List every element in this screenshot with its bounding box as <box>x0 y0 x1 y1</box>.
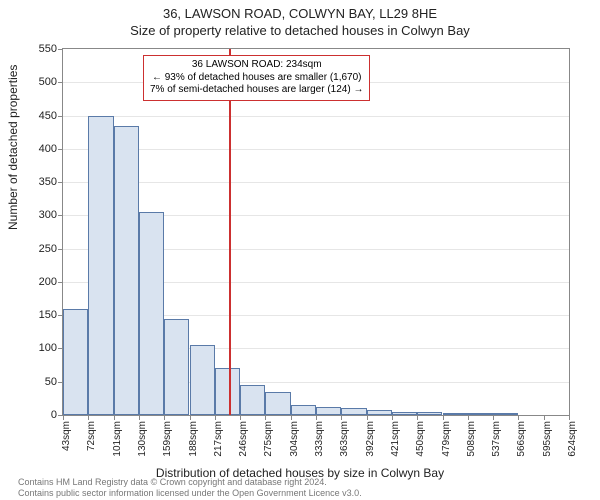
xtick-mark <box>215 415 216 420</box>
ytick-label: 250 <box>39 243 63 255</box>
xtick-label: 450sqm <box>415 421 426 457</box>
xtick-mark <box>392 415 393 420</box>
ytick-label: 500 <box>39 76 63 88</box>
xtick-label: 595sqm <box>542 421 553 457</box>
info-box-line: 36 LAWSON ROAD: 234sqm <box>150 59 363 72</box>
chart-title-address: 36, LAWSON ROAD, COLWYN BAY, LL29 8HE <box>0 0 600 23</box>
xtick-mark <box>88 415 89 420</box>
xtick-label: 101sqm <box>112 421 123 457</box>
xtick-mark <box>240 415 241 420</box>
xtick-label: 392sqm <box>365 421 376 457</box>
histogram-bar <box>493 413 518 415</box>
xtick-label: 333sqm <box>314 421 325 457</box>
histogram-bar <box>341 408 366 415</box>
histogram-bar <box>367 410 392 415</box>
xtick-label: 188sqm <box>188 421 199 457</box>
xtick-label: 304sqm <box>289 421 300 457</box>
chart-container: 36, LAWSON ROAD, COLWYN BAY, LL29 8HE Si… <box>0 0 600 500</box>
xtick-label: 130sqm <box>137 421 148 457</box>
xtick-mark <box>190 415 191 420</box>
xtick-mark <box>265 415 266 420</box>
xtick-label: 624sqm <box>567 421 578 457</box>
xtick-mark <box>114 415 115 420</box>
histogram-bar <box>443 413 468 415</box>
ytick-label: 300 <box>39 209 63 221</box>
histogram-bar <box>63 309 88 415</box>
xtick-mark <box>518 415 519 420</box>
xtick-mark <box>493 415 494 420</box>
histogram-bar <box>291 405 316 415</box>
ytick-label: 200 <box>39 276 63 288</box>
xtick-label: 159sqm <box>162 421 173 457</box>
xtick-label: 566sqm <box>516 421 527 457</box>
ytick-label: 0 <box>51 409 63 421</box>
ytick-label: 400 <box>39 143 63 155</box>
xtick-label: 421sqm <box>390 421 401 457</box>
ytick-label: 150 <box>39 309 63 321</box>
footer-line-2: Contains public sector information licen… <box>18 488 362 498</box>
histogram-bar <box>114 126 139 415</box>
xtick-mark <box>139 415 140 420</box>
histogram-bar <box>468 413 493 415</box>
xtick-mark <box>367 415 368 420</box>
chart-footer: Contains HM Land Registry data © Crown c… <box>18 477 362 498</box>
xtick-mark <box>417 415 418 420</box>
xtick-label: 275sqm <box>263 421 274 457</box>
histogram-bar <box>240 385 265 415</box>
xtick-label: 217sqm <box>213 421 224 457</box>
xtick-mark <box>569 415 570 420</box>
reference-line <box>229 49 231 415</box>
histogram-bar <box>190 345 215 415</box>
xtick-label: 363sqm <box>339 421 350 457</box>
chart-plot-area: 05010015020025030035040045050055043sqm72… <box>62 48 570 416</box>
grid-line <box>63 182 569 183</box>
ytick-label: 100 <box>39 342 63 354</box>
grid-line <box>63 116 569 117</box>
xtick-mark <box>443 415 444 420</box>
xtick-mark <box>468 415 469 420</box>
xtick-mark <box>544 415 545 420</box>
histogram-bar <box>417 412 442 415</box>
histogram-bar <box>392 412 417 415</box>
xtick-label: 43sqm <box>61 421 72 451</box>
xtick-mark <box>63 415 64 420</box>
ytick-label: 350 <box>39 176 63 188</box>
xtick-label: 72sqm <box>86 421 97 451</box>
info-box-line: 7% of semi-detached houses are larger (1… <box>150 84 363 97</box>
y-axis-label: Number of detached properties <box>6 65 20 230</box>
xtick-label: 479sqm <box>441 421 452 457</box>
ytick-label: 450 <box>39 110 63 122</box>
ytick-label: 550 <box>39 43 63 55</box>
xtick-mark <box>164 415 165 420</box>
ytick-label: 50 <box>45 376 63 388</box>
xtick-label: 537sqm <box>491 421 502 457</box>
histogram-bar <box>316 407 341 415</box>
xtick-mark <box>316 415 317 420</box>
histogram-bar <box>88 116 113 415</box>
info-box: 36 LAWSON ROAD: 234sqm← 93% of detached … <box>143 55 370 101</box>
xtick-mark <box>291 415 292 420</box>
xtick-label: 246sqm <box>238 421 249 457</box>
chart-title-subtitle: Size of property relative to detached ho… <box>0 23 600 40</box>
xtick-label: 508sqm <box>466 421 477 457</box>
histogram-bar <box>164 319 189 415</box>
histogram-bar <box>265 392 290 415</box>
grid-line <box>63 149 569 150</box>
xtick-mark <box>341 415 342 420</box>
histogram-bar <box>139 212 164 415</box>
footer-line-1: Contains HM Land Registry data © Crown c… <box>18 477 362 487</box>
histogram-bar <box>215 368 240 415</box>
info-box-line: ← 93% of detached houses are smaller (1,… <box>150 72 363 85</box>
